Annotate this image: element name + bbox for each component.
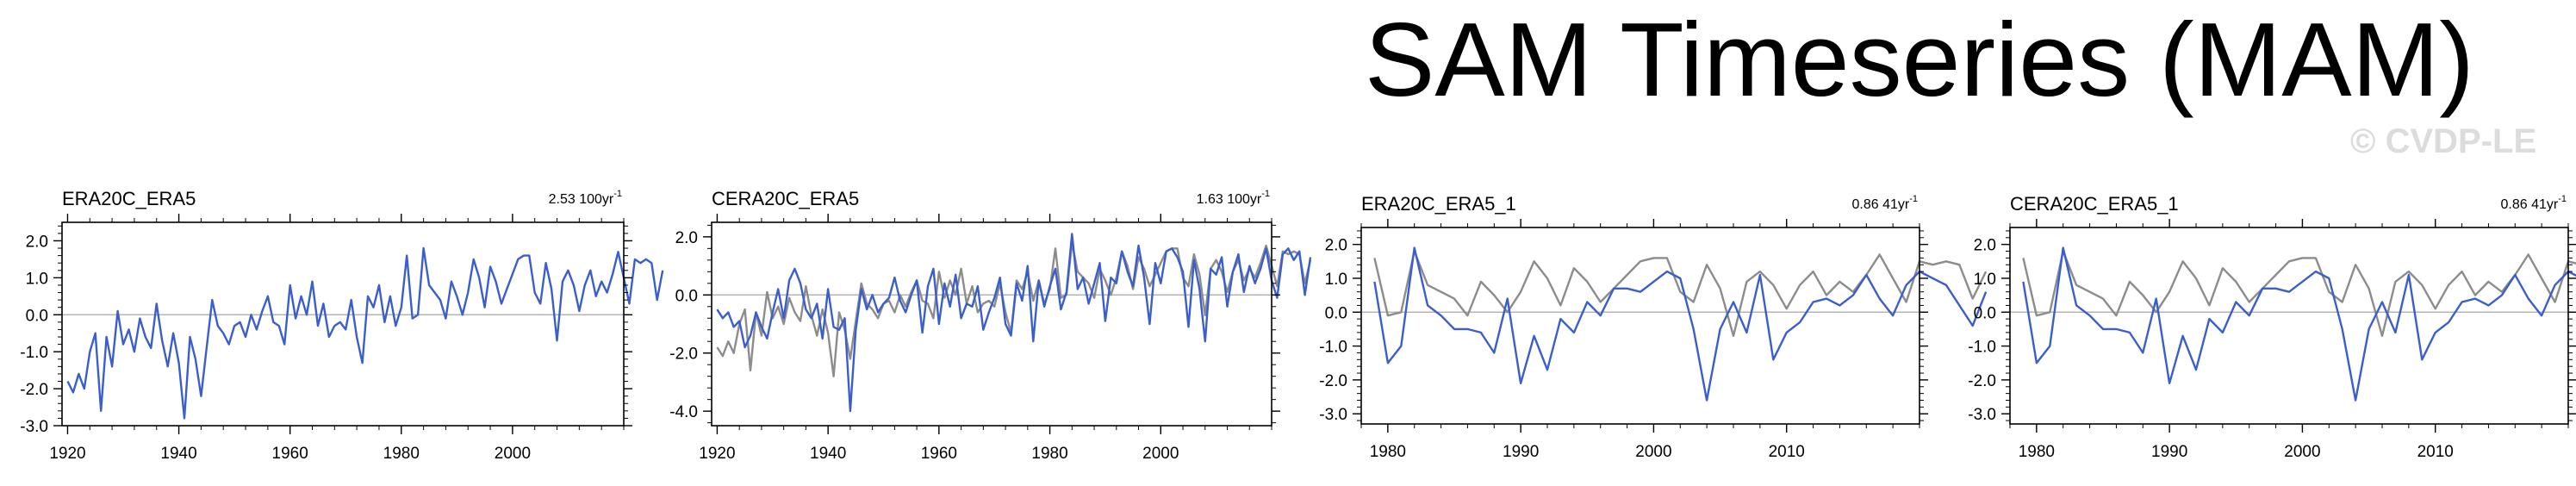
x-tick-label: 1980 [383, 445, 420, 463]
chart-panel-3: 2.0 1.0 0.0 -1.0 -2.0 -3.0 1980 1990 2000 2010 ERA… [1319, 193, 1988, 461]
y-tick-label: -1.0 [1968, 339, 1996, 357]
plot-frame [2009, 227, 2569, 425]
x-tick-label: 1940 [160, 445, 196, 463]
x-tick-label: 1920 [49, 445, 85, 463]
series-line-era20c [1373, 250, 1988, 337]
y-tick-label: -2.0 [20, 381, 48, 399]
x-tick-label: 2000 [495, 445, 531, 463]
trend-label: 0.86 41yr-1 [1852, 194, 1919, 212]
y-tick-label: 0.0 [26, 307, 48, 325]
trend-label: 0.86 41yr-1 [2501, 194, 2567, 212]
chart-panel-4: 2.0 1.0 0.0 -1.0 -2.0 -3.0 1980 1990 2000 2010 CER… [1968, 193, 2576, 461]
x-tick-label: 1990 [1503, 443, 1539, 461]
watermark: © CVDP-LE [2350, 122, 2537, 160]
panel-title: ERA20C_ERA5_1 [1361, 193, 1516, 215]
y-tick-label: 1.0 [1325, 271, 1347, 289]
trend-exponent: -1 [613, 189, 622, 199]
x-tick-label: 1920 [699, 445, 735, 463]
y-tick-label: 1.0 [26, 270, 48, 288]
x-tick-label: 1960 [921, 445, 957, 463]
y-tick-label: -1.0 [20, 344, 48, 362]
y-tick-label: 2.0 [675, 229, 698, 247]
y-tick-label: -2.0 [1968, 372, 1996, 390]
plot-frame [1360, 227, 1920, 425]
y-tick-label: -2.0 [669, 346, 698, 364]
y-tick-label: -4.0 [669, 403, 698, 421]
y-tick-label: 2.0 [26, 233, 48, 251]
series-line-cera20c [716, 233, 1312, 413]
page-title: SAM Timeseries (MAM) [1365, 1, 2474, 118]
plot-frame [711, 221, 1272, 427]
y-tick-label: 0.0 [675, 287, 698, 305]
panel-title: ERA20C_ERA5 [62, 188, 196, 209]
trend-value: 0.86 41yr [1852, 197, 1910, 212]
y-tick-label: 0.0 [1325, 304, 1347, 322]
series-line-era5 [1373, 246, 1988, 402]
trend-label: 1.63 100yr-1 [1197, 189, 1270, 207]
x-tick-label: 1960 [272, 445, 308, 463]
trend-label: 2.53 100yr-1 [549, 189, 622, 207]
x-tick-label: 1980 [1031, 445, 1067, 463]
series-line-era20c [66, 246, 664, 420]
trend-value: 2.53 100yr [549, 192, 614, 207]
trend-value: 0.86 41yr [2501, 197, 2559, 212]
panel-title: CERA20C_ERA5_1 [2010, 193, 2179, 215]
x-tick-label: 2000 [1142, 445, 1179, 463]
y-tick-label: 0.0 [1974, 304, 1996, 322]
plot-frame [61, 221, 625, 427]
y-tick-label: -2.0 [1319, 372, 1347, 390]
trend-exponent: -1 [1261, 189, 1270, 199]
y-tick-label: -3.0 [1319, 406, 1347, 424]
x-tick-label: 2000 [2284, 443, 2320, 461]
x-tick-label: 1990 [2151, 443, 2187, 461]
x-tick-label: 2000 [1635, 443, 1671, 461]
x-tick-label: 2010 [1769, 443, 1805, 461]
series-line-era5 [2022, 246, 2576, 402]
y-tick-label: 2.0 [1974, 237, 1996, 255]
series-line-cera20c [2022, 250, 2576, 337]
x-tick-label: 1940 [810, 445, 846, 463]
trend-exponent: -1 [2558, 194, 2567, 204]
y-tick-label: -3.0 [20, 418, 48, 436]
y-tick-label: 1.0 [1974, 271, 1996, 289]
panel-title: CERA20C_ERA5 [712, 188, 859, 209]
trend-exponent: -1 [1909, 194, 1918, 204]
x-tick-label: 1980 [2019, 443, 2055, 461]
x-tick-label: 2010 [2417, 443, 2454, 461]
y-tick-label: 2.0 [1325, 237, 1347, 255]
y-tick-label: -1.0 [1319, 339, 1347, 357]
y-tick-label: -3.0 [1968, 406, 1996, 424]
trend-value: 1.63 100yr [1197, 192, 1262, 207]
x-tick-label: 1980 [1370, 443, 1406, 461]
chart-panel-2: 2.0 0.0 -2.0 -4.0 1920 1940 1960 1980 2000 CERA20… [669, 188, 1312, 463]
